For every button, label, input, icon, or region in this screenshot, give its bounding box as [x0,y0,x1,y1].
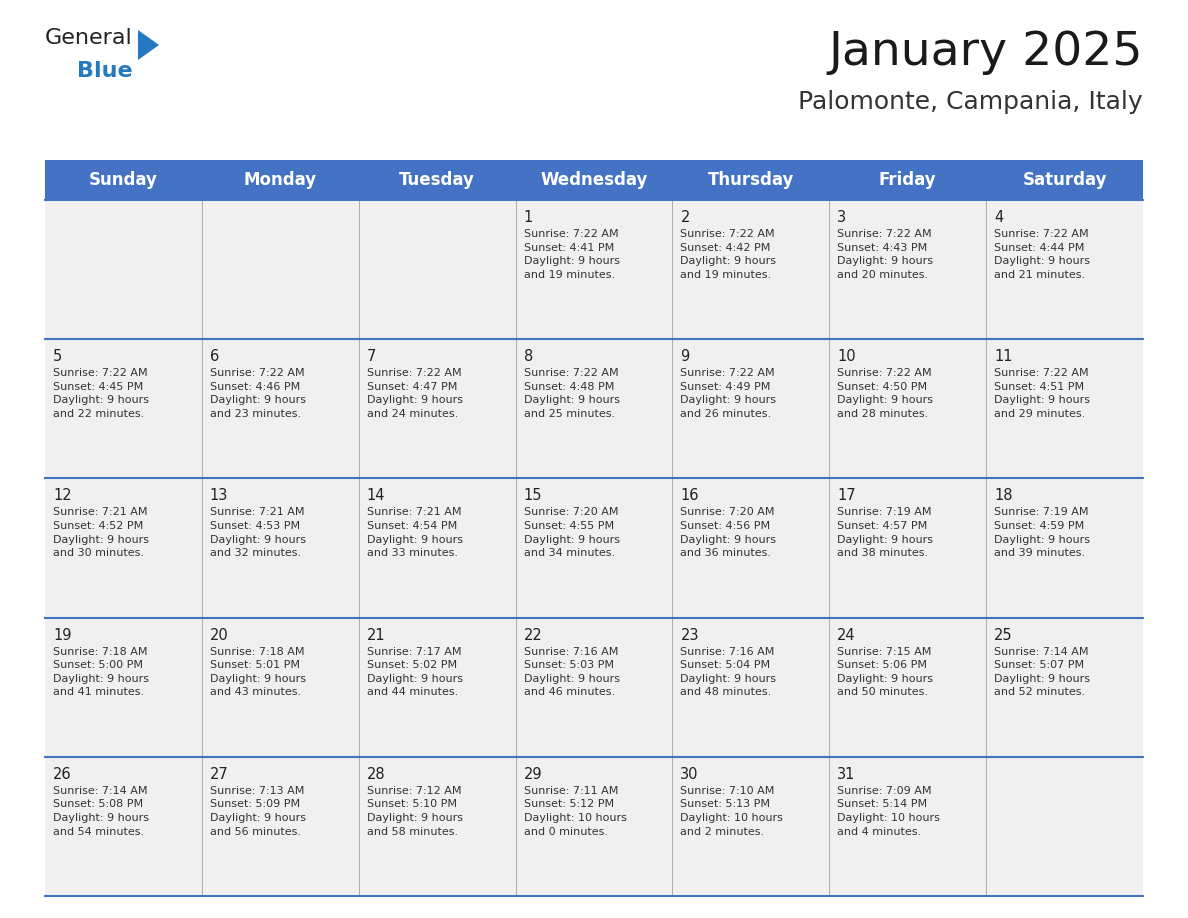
Text: Thursday: Thursday [708,171,794,189]
Bar [45,756,1143,896]
Text: 23: 23 [681,628,699,643]
Polygon shape [138,30,159,60]
Text: Palomonte, Campania, Italy: Palomonte, Campania, Italy [798,90,1143,114]
Text: 20: 20 [210,628,228,643]
Text: 12: 12 [53,488,71,503]
Text: Wednesday: Wednesday [541,171,647,189]
Text: 8: 8 [524,349,533,364]
Text: Sunrise: 7:20 AM
Sunset: 4:56 PM
Daylight: 9 hours
and 36 minutes.: Sunrise: 7:20 AM Sunset: 4:56 PM Dayligh… [681,508,777,558]
Text: 31: 31 [838,767,855,782]
Text: 29: 29 [524,767,542,782]
Text: Sunrise: 7:22 AM
Sunset: 4:44 PM
Daylight: 9 hours
and 21 minutes.: Sunrise: 7:22 AM Sunset: 4:44 PM Dayligh… [994,229,1091,280]
Text: Sunrise: 7:21 AM
Sunset: 4:54 PM
Daylight: 9 hours
and 33 minutes.: Sunrise: 7:21 AM Sunset: 4:54 PM Dayligh… [367,508,462,558]
Text: 21: 21 [367,628,385,643]
Text: Sunrise: 7:13 AM
Sunset: 5:09 PM
Daylight: 9 hours
and 56 minutes.: Sunrise: 7:13 AM Sunset: 5:09 PM Dayligh… [210,786,305,836]
Text: Sunrise: 7:11 AM
Sunset: 5:12 PM
Daylight: 10 hours
and 0 minutes.: Sunrise: 7:11 AM Sunset: 5:12 PM Dayligh… [524,786,626,836]
Text: 24: 24 [838,628,855,643]
Text: General: General [45,28,133,48]
Text: 22: 22 [524,628,542,643]
Text: Sunrise: 7:19 AM
Sunset: 4:59 PM
Daylight: 9 hours
and 39 minutes.: Sunrise: 7:19 AM Sunset: 4:59 PM Dayligh… [994,508,1091,558]
Bar [45,618,1143,756]
Text: 5: 5 [53,349,62,364]
Bar [45,339,1143,478]
Text: Sunrise: 7:22 AM
Sunset: 4:51 PM
Daylight: 9 hours
and 29 minutes.: Sunrise: 7:22 AM Sunset: 4:51 PM Dayligh… [994,368,1091,419]
Text: 16: 16 [681,488,699,503]
Text: Sunrise: 7:09 AM
Sunset: 5:14 PM
Daylight: 10 hours
and 4 minutes.: Sunrise: 7:09 AM Sunset: 5:14 PM Dayligh… [838,786,940,836]
Bar [45,478,1143,618]
Text: Saturday: Saturday [1023,171,1107,189]
Text: Sunrise: 7:20 AM
Sunset: 4:55 PM
Daylight: 9 hours
and 34 minutes.: Sunrise: 7:20 AM Sunset: 4:55 PM Dayligh… [524,508,620,558]
Text: 4: 4 [994,210,1004,225]
Text: 9: 9 [681,349,690,364]
Text: Sunrise: 7:22 AM
Sunset: 4:48 PM
Daylight: 9 hours
and 25 minutes.: Sunrise: 7:22 AM Sunset: 4:48 PM Dayligh… [524,368,620,419]
Text: Sunrise: 7:22 AM
Sunset: 4:49 PM
Daylight: 9 hours
and 26 minutes.: Sunrise: 7:22 AM Sunset: 4:49 PM Dayligh… [681,368,777,419]
Text: 6: 6 [210,349,219,364]
Text: 7: 7 [367,349,377,364]
Text: Sunrise: 7:17 AM
Sunset: 5:02 PM
Daylight: 9 hours
and 44 minutes.: Sunrise: 7:17 AM Sunset: 5:02 PM Dayligh… [367,646,462,698]
Text: Sunrise: 7:12 AM
Sunset: 5:10 PM
Daylight: 9 hours
and 58 minutes.: Sunrise: 7:12 AM Sunset: 5:10 PM Dayligh… [367,786,462,836]
Text: 18: 18 [994,488,1012,503]
Text: Sunrise: 7:16 AM
Sunset: 5:03 PM
Daylight: 9 hours
and 46 minutes.: Sunrise: 7:16 AM Sunset: 5:03 PM Dayligh… [524,646,620,698]
Text: 28: 28 [367,767,385,782]
Text: 17: 17 [838,488,855,503]
Text: Monday: Monday [244,171,317,189]
Text: Sunrise: 7:22 AM
Sunset: 4:50 PM
Daylight: 9 hours
and 28 minutes.: Sunrise: 7:22 AM Sunset: 4:50 PM Dayligh… [838,368,934,419]
Text: 14: 14 [367,488,385,503]
Text: Sunrise: 7:14 AM
Sunset: 5:07 PM
Daylight: 9 hours
and 52 minutes.: Sunrise: 7:14 AM Sunset: 5:07 PM Dayligh… [994,646,1091,698]
Text: 19: 19 [53,628,71,643]
Text: Sunrise: 7:22 AM
Sunset: 4:41 PM
Daylight: 9 hours
and 19 minutes.: Sunrise: 7:22 AM Sunset: 4:41 PM Dayligh… [524,229,620,280]
Bar [45,160,1143,200]
Text: 13: 13 [210,488,228,503]
Text: Sunrise: 7:14 AM
Sunset: 5:08 PM
Daylight: 9 hours
and 54 minutes.: Sunrise: 7:14 AM Sunset: 5:08 PM Dayligh… [53,786,148,836]
Text: Sunrise: 7:22 AM
Sunset: 4:45 PM
Daylight: 9 hours
and 22 minutes.: Sunrise: 7:22 AM Sunset: 4:45 PM Dayligh… [53,368,148,419]
Text: 3: 3 [838,210,846,225]
Bar [45,200,1143,339]
Text: Sunrise: 7:22 AM
Sunset: 4:42 PM
Daylight: 9 hours
and 19 minutes.: Sunrise: 7:22 AM Sunset: 4:42 PM Dayligh… [681,229,777,280]
Text: January 2025: January 2025 [828,30,1143,75]
Text: Sunrise: 7:22 AM
Sunset: 4:46 PM
Daylight: 9 hours
and 23 minutes.: Sunrise: 7:22 AM Sunset: 4:46 PM Dayligh… [210,368,305,419]
Text: Tuesday: Tuesday [399,171,475,189]
Text: Sunrise: 7:21 AM
Sunset: 4:52 PM
Daylight: 9 hours
and 30 minutes.: Sunrise: 7:21 AM Sunset: 4:52 PM Dayligh… [53,508,148,558]
Text: Sunday: Sunday [89,171,158,189]
Text: 11: 11 [994,349,1012,364]
Text: 10: 10 [838,349,855,364]
Text: 26: 26 [53,767,71,782]
Text: Sunrise: 7:16 AM
Sunset: 5:04 PM
Daylight: 9 hours
and 48 minutes.: Sunrise: 7:16 AM Sunset: 5:04 PM Dayligh… [681,646,777,698]
Text: Sunrise: 7:21 AM
Sunset: 4:53 PM
Daylight: 9 hours
and 32 minutes.: Sunrise: 7:21 AM Sunset: 4:53 PM Dayligh… [210,508,305,558]
Text: Sunrise: 7:19 AM
Sunset: 4:57 PM
Daylight: 9 hours
and 38 minutes.: Sunrise: 7:19 AM Sunset: 4:57 PM Dayligh… [838,508,934,558]
Text: Sunrise: 7:18 AM
Sunset: 5:00 PM
Daylight: 9 hours
and 41 minutes.: Sunrise: 7:18 AM Sunset: 5:00 PM Dayligh… [53,646,148,698]
Text: 2: 2 [681,210,690,225]
Text: Sunrise: 7:22 AM
Sunset: 4:43 PM
Daylight: 9 hours
and 20 minutes.: Sunrise: 7:22 AM Sunset: 4:43 PM Dayligh… [838,229,934,280]
Text: Sunrise: 7:18 AM
Sunset: 5:01 PM
Daylight: 9 hours
and 43 minutes.: Sunrise: 7:18 AM Sunset: 5:01 PM Dayligh… [210,646,305,698]
Text: 30: 30 [681,767,699,782]
Text: 25: 25 [994,628,1012,643]
Text: Friday: Friday [879,171,936,189]
Text: 1: 1 [524,210,533,225]
Text: 15: 15 [524,488,542,503]
Text: Sunrise: 7:10 AM
Sunset: 5:13 PM
Daylight: 10 hours
and 2 minutes.: Sunrise: 7:10 AM Sunset: 5:13 PM Dayligh… [681,786,783,836]
Text: Blue: Blue [77,61,133,81]
Text: Sunrise: 7:15 AM
Sunset: 5:06 PM
Daylight: 9 hours
and 50 minutes.: Sunrise: 7:15 AM Sunset: 5:06 PM Dayligh… [838,646,934,698]
Text: 27: 27 [210,767,228,782]
Text: Sunrise: 7:22 AM
Sunset: 4:47 PM
Daylight: 9 hours
and 24 minutes.: Sunrise: 7:22 AM Sunset: 4:47 PM Dayligh… [367,368,462,419]
